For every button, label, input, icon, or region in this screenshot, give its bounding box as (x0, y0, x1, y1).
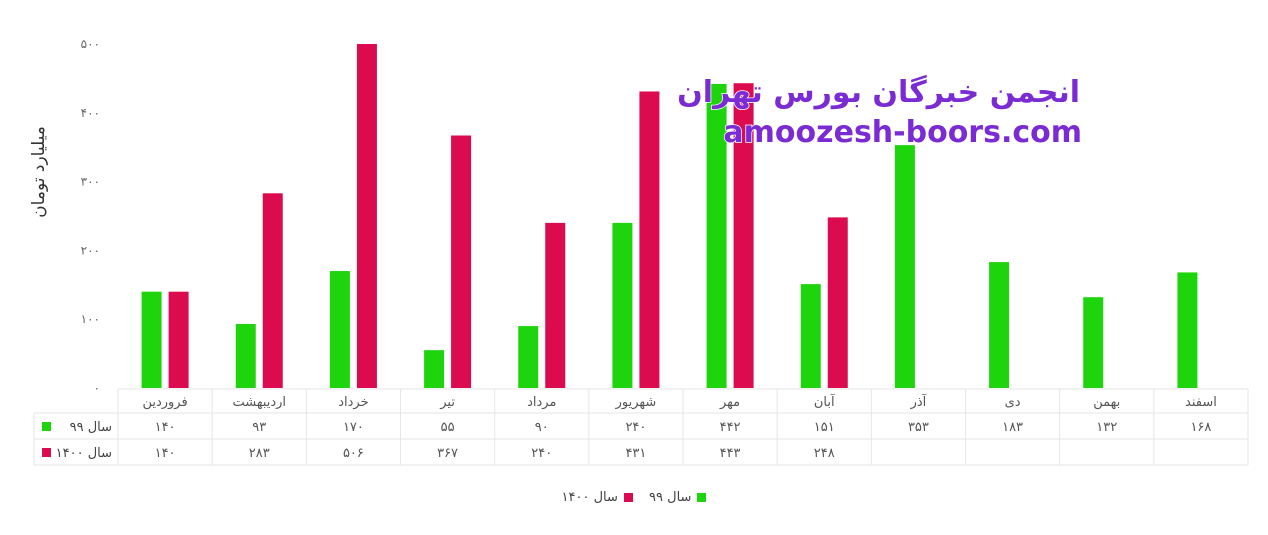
bar-99[interactable] (141, 291, 162, 388)
row-swatch-1400 (42, 448, 51, 457)
legend-swatch-1400 (623, 493, 633, 502)
data-table-cell: ۹۳ (252, 420, 266, 435)
bar-1400[interactable] (545, 222, 566, 388)
y-tick-label: ۴۰۰ (81, 106, 100, 120)
bar-99[interactable] (989, 262, 1010, 388)
category-label: شهریور (615, 395, 657, 410)
category-label: بهمن (1093, 395, 1120, 410)
data-table-cell: ۱۷۰ (343, 420, 364, 435)
data-table-cell: ۱۴۰ (155, 420, 176, 435)
y-tick-label: ۳۰۰ (81, 175, 100, 189)
y-tick-label: ۲۰۰ (81, 243, 100, 257)
data-table-cell: ۱۶۸ (1190, 420, 1211, 435)
bar-99[interactable] (1177, 272, 1198, 388)
data-table-cell: ۱۵۱ (814, 420, 835, 435)
data-table-cell: ۱۴۰ (155, 446, 176, 461)
bar-1400[interactable] (639, 91, 660, 389)
category-label: اردیبهشت (232, 395, 286, 410)
data-table-cell: ۴۳۱ (625, 446, 646, 461)
bar-1400[interactable] (168, 291, 189, 388)
data-table-cell: ۱۳۲ (1096, 420, 1117, 435)
watermark-url: amoozesh-boors.com (723, 115, 1082, 150)
bar-99[interactable] (235, 324, 256, 388)
bar-1400[interactable] (356, 44, 377, 388)
category-label: تیر (439, 395, 455, 410)
bar-99[interactable] (424, 350, 445, 388)
bar-1400[interactable] (827, 217, 848, 388)
data-table-cell: ۲۴۸ (814, 446, 835, 461)
row-label-1400: سال ۱۴۰۰ (56, 446, 112, 461)
bar-99[interactable] (518, 326, 539, 388)
y-tick-label: ۵۰۰ (81, 37, 100, 51)
data-table-cell: ۲۴۰ (531, 446, 552, 461)
bar-1400[interactable] (262, 193, 283, 388)
category-label: آبان (814, 393, 836, 410)
bar-99[interactable] (612, 222, 633, 388)
legend-label-1400: سال ۱۴۰۰ (561, 490, 618, 505)
data-table-cell: ۱۸۳ (1002, 420, 1023, 435)
bar-99[interactable] (1083, 297, 1104, 388)
data-table-cell: ۴۴۲ (720, 420, 741, 435)
row-swatch-99 (42, 422, 51, 431)
data-table-cell: ۹۰ (535, 420, 549, 435)
legend-label-99: سال ۹۹ (649, 490, 692, 505)
bar-99[interactable] (706, 83, 727, 389)
category-label: فروردین (142, 395, 187, 410)
category-label: آذر (910, 393, 928, 410)
data-table-cell: ۵۵ (441, 420, 455, 435)
row-label-99: سال ۹۹ (70, 420, 112, 435)
category-label: اسفند (1185, 395, 1217, 410)
legend-item-1400[interactable]: سال ۱۴۰۰ (562, 490, 633, 505)
y-tick-label: ۰ (94, 381, 100, 395)
data-table-cell: ۳۶۷ (437, 446, 458, 461)
bar-chart: ۰ ۱۰۰ ۲۰۰ ۳۰۰ ۴۰۰ ۵۰۰ میلیارد تومان فروردین ۱۴۰ ۱… (29, 37, 1249, 466)
bar-99[interactable] (800, 284, 821, 388)
category-label: مرداد (527, 395, 556, 410)
category-label: خرداد (338, 395, 368, 410)
y-axis-label: میلیارد تومان (29, 126, 49, 218)
bar-1400[interactable] (451, 135, 472, 388)
legend-swatch-99 (697, 493, 707, 502)
watermark-title: انجمن خبرگان بورس تهران (677, 74, 1080, 110)
bar-99[interactable] (894, 145, 915, 388)
y-tick-label: ۱۰۰ (81, 312, 100, 326)
category-label: دی (1005, 395, 1021, 410)
category-label: مهر (719, 395, 740, 410)
bar-99[interactable] (329, 271, 350, 388)
data-table-cell: ۴۴۳ (720, 446, 741, 461)
legend-item-99[interactable]: سال ۹۹ (649, 490, 707, 505)
data-table-cell: ۲۴۰ (625, 420, 646, 435)
legend: سال ۱۴۰۰ سال ۹۹ (0, 490, 1268, 506)
bar-1400[interactable] (733, 83, 754, 388)
data-table-cell: ۲۸۳ (249, 446, 270, 461)
data-table-cell: ۵۰۶ (343, 446, 364, 461)
data-table-cell: ۳۵۳ (908, 420, 929, 435)
